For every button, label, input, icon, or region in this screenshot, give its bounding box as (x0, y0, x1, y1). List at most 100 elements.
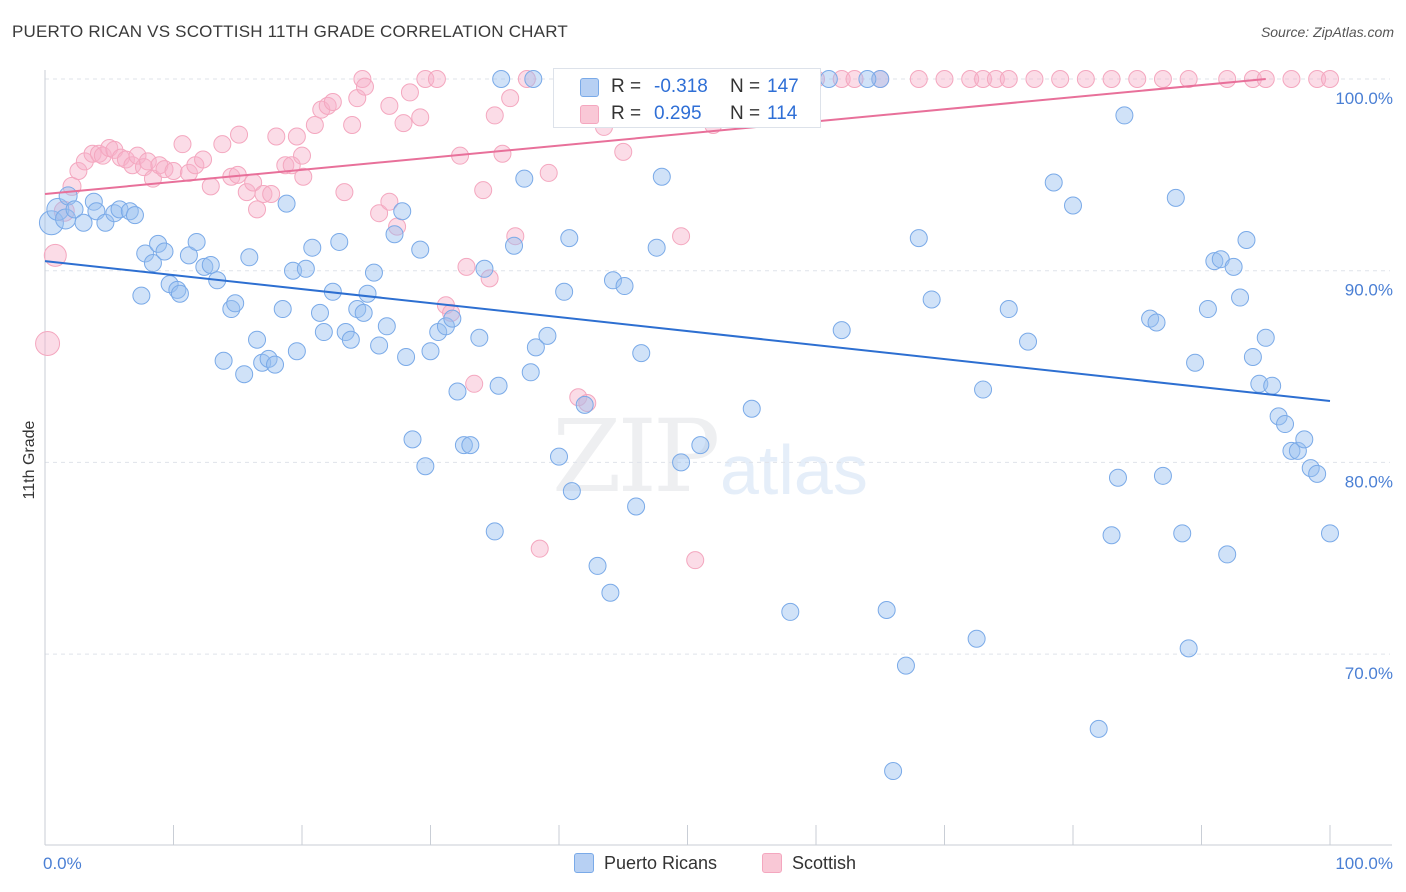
scottish-point (517, 70, 536, 88)
puerto-rican-point (310, 303, 329, 322)
puerto-rican-point (632, 344, 651, 363)
puerto-rican-point (967, 629, 986, 648)
pink-swatch-icon (762, 853, 782, 873)
puerto-rican-point (475, 259, 494, 278)
y-tick-label: 80.0% (1345, 472, 1393, 491)
puerto-rican-point (195, 257, 214, 276)
legend-label: Puerto Ricans (604, 853, 718, 873)
puerto-rican-point (155, 242, 174, 261)
puerto-rican-point (303, 238, 322, 257)
scottish-point (194, 150, 213, 169)
puerto-rican-point (179, 246, 198, 265)
scottish-point (411, 108, 430, 127)
scottish-point (262, 185, 281, 204)
puerto-rican-point (672, 453, 691, 472)
scottish-point (75, 152, 94, 171)
source-label: Source: ZipAtlas.com (1260, 24, 1394, 40)
scottish-point (999, 70, 1018, 88)
puerto-rican-point (1102, 526, 1121, 545)
scottish-point (267, 127, 286, 146)
puerto-rican-point (341, 330, 360, 349)
scottish-point (35, 331, 61, 357)
puerto-rican-point (277, 194, 296, 213)
puerto-rican-point (922, 290, 941, 309)
puerto-rican-point (397, 347, 416, 366)
scottish-point (370, 204, 389, 223)
puerto-rican-point (235, 365, 254, 384)
scottish-point (355, 77, 374, 96)
stats-legend-row-scottish: R = 0.295 N = 114 (554, 99, 820, 129)
scottish-point (974, 70, 993, 88)
scottish-point (343, 116, 362, 135)
puerto-rican-point (443, 309, 462, 328)
blue-swatch-icon (580, 78, 599, 97)
puerto-rican-point (521, 363, 540, 382)
puerto-rican-point (403, 430, 422, 449)
puerto-rican-point (652, 167, 671, 186)
puerto-rican-point (492, 70, 511, 88)
scottish-point (138, 152, 157, 171)
puerto-rican-point (691, 436, 710, 455)
n-value: 147 (767, 76, 799, 97)
scottish-point (935, 70, 954, 88)
puerto-ricans-trendline (44, 260, 1331, 403)
pink-swatch-icon (580, 105, 599, 124)
scottish-point (493, 144, 512, 163)
scottish-point (380, 96, 399, 115)
x-tick-label: 0.0% (43, 854, 82, 873)
puerto-rican-point (1153, 466, 1172, 485)
watermark-atlas: atlas (720, 431, 868, 509)
puerto-rican-point (575, 395, 594, 414)
scottish-point (832, 70, 851, 88)
puerto-rican-point (562, 482, 581, 501)
puerto-rican-point (1115, 106, 1134, 125)
puerto-rican-point (65, 200, 84, 219)
puerto-rican-point (1218, 545, 1237, 564)
puerto-rican-point (742, 399, 761, 418)
n-label: N = (730, 76, 761, 97)
scottish-point (986, 70, 1005, 88)
scottish-point (578, 393, 597, 412)
puerto-rican-point (1064, 196, 1082, 215)
puerto-rican-point (461, 436, 480, 455)
puerto-rican-point (125, 206, 144, 225)
scottish-point (485, 106, 504, 125)
puerto-rican-point (448, 382, 467, 401)
scottish-point (128, 146, 147, 165)
puerto-rican-point (1256, 328, 1275, 347)
puerto-rican-point (555, 282, 574, 301)
scottish-point (69, 162, 88, 181)
puerto-rican-point (201, 255, 220, 274)
scottish-point (248, 200, 267, 219)
scottish-point (230, 125, 249, 144)
scottish-point (323, 93, 342, 112)
puerto-rican-point (877, 601, 896, 620)
puerto-rican-point (526, 338, 545, 357)
puerto-rican-point (647, 238, 666, 257)
puerto-rican-point (38, 210, 64, 236)
puerto-rican-point (393, 202, 412, 221)
puerto-rican-point (1282, 441, 1301, 460)
puerto-rican-point (588, 556, 607, 575)
y-tick-label: 100.0% (1335, 89, 1393, 108)
puerto-rican-point (781, 602, 800, 621)
r-value: -0.318 (654, 76, 708, 97)
scottish-trendline (44, 78, 1266, 196)
puerto-rican-point (454, 436, 473, 455)
puerto-rican-point (214, 351, 233, 370)
puerto-rican-point (1308, 464, 1327, 483)
puerto-rican-point (884, 762, 903, 781)
scottish-point (530, 539, 549, 558)
scottish-point (1218, 70, 1237, 88)
scottish-point (123, 156, 142, 175)
scottish-point (686, 551, 705, 570)
puerto-rican-point (1044, 173, 1063, 192)
scottish-point (465, 374, 484, 393)
r-value: 0.295 (654, 103, 702, 124)
puerto-rican-point (896, 656, 915, 675)
puerto-rican-point (240, 248, 259, 267)
scottish-point (164, 162, 183, 181)
scottish-point (400, 83, 419, 102)
scottish-point (1076, 70, 1095, 88)
